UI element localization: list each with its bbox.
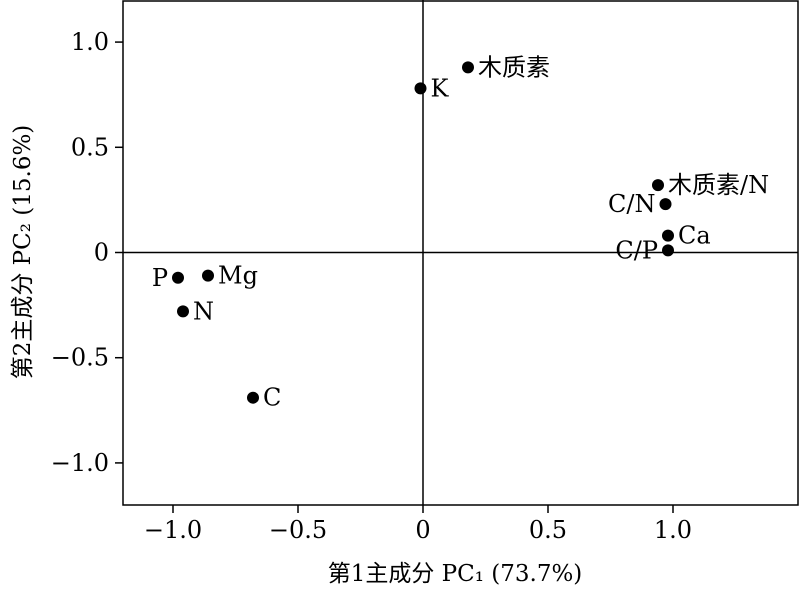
x-tick-label: −0.5 [269,516,327,544]
data-point [177,305,189,318]
x-axis-ticks: −1.0 −0.5 0 0.5 1.0 [144,505,692,544]
point-label: C [263,384,281,412]
data-point [172,271,184,284]
x-tick-label: 0 [415,516,430,544]
y-tick-label: 1.0 [71,28,109,56]
point-label: N [193,297,214,325]
x-tick-label: 1.0 [654,516,692,544]
point-label: Mg [218,262,258,290]
point-label: C/N [608,190,655,218]
y-axis-ticks: −1.0 −0.5 0 0.5 1.0 [51,28,123,477]
x-tick-label: 0.5 [529,516,567,544]
y-tick-label: 0 [94,239,109,267]
data-point [414,82,427,95]
point-label: 木质素/N [668,171,769,199]
data-point [662,244,674,257]
point-label: C/P [615,236,658,264]
point-label: 木质素 [478,53,550,81]
y-tick-label: 0.5 [71,133,109,161]
data-point [462,61,474,74]
y-tick-label: −1.0 [51,449,109,477]
data-point [247,391,259,404]
point-label: Ca [678,222,711,250]
y-tick-label: −0.5 [51,344,109,372]
x-tick-label: −1.0 [144,516,202,544]
data-point [202,269,214,282]
point-label: K [431,74,450,102]
data-point [652,179,664,192]
data-point [662,229,674,242]
x-axis-label: 第1主成分 PC₁ (73.7%) [328,561,583,587]
point-label: P [152,264,168,292]
data-point [659,198,672,211]
y-axis-label: 第2主成分 PC₂ (15.6%) [10,125,36,380]
